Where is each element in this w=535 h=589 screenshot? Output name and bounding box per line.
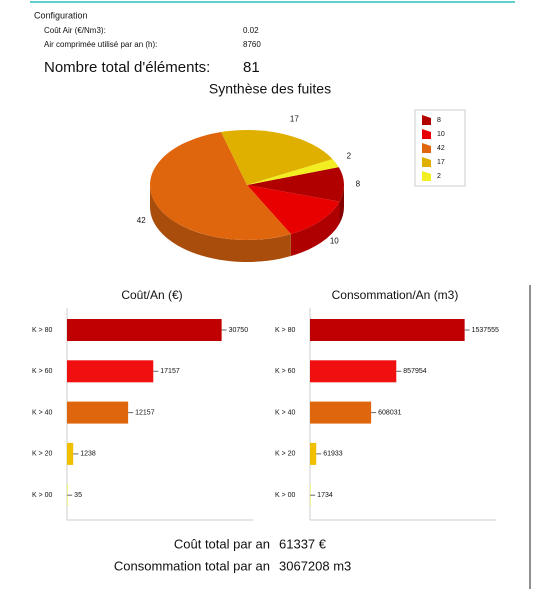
sum-label: Coût total par an bbox=[174, 536, 270, 551]
pie-label: 2 bbox=[347, 152, 352, 161]
value-label: 1734 bbox=[317, 492, 333, 499]
value-label: 61933 bbox=[323, 451, 343, 458]
category-label: K > 20 bbox=[32, 451, 53, 458]
legend-swatch bbox=[422, 143, 431, 153]
legend-label: 8 bbox=[437, 117, 441, 124]
value-label: 35 bbox=[74, 492, 82, 499]
total-value: 81 bbox=[243, 59, 260, 76]
category-label: K > 20 bbox=[275, 451, 296, 458]
value-label: 17157 bbox=[160, 368, 180, 375]
sum-value: 61337 € bbox=[279, 536, 327, 551]
category-label: K > 60 bbox=[32, 368, 53, 375]
chart-title: Consommation/An (m3) bbox=[332, 288, 459, 302]
bar bbox=[310, 360, 397, 383]
sum-value: 3067208 m3 bbox=[279, 558, 351, 573]
category-label: K > 40 bbox=[275, 409, 296, 416]
pie-slice bbox=[221, 130, 333, 185]
config-title: Configuration bbox=[34, 10, 88, 20]
bar bbox=[67, 319, 222, 341]
bar bbox=[310, 319, 465, 341]
bar bbox=[67, 360, 154, 383]
value-label: 608031 bbox=[378, 409, 401, 416]
bar bbox=[67, 442, 74, 465]
category-label: K > 80 bbox=[275, 327, 296, 334]
config-value: 0.02 bbox=[243, 26, 259, 35]
bar bbox=[310, 442, 317, 465]
legend-swatch bbox=[422, 171, 431, 181]
pie-slice bbox=[149, 131, 291, 241]
category-label: K > 60 bbox=[275, 368, 296, 375]
value-label: 1537555 bbox=[472, 327, 499, 334]
config-label: Air comprimée utilisé par an (h): bbox=[44, 40, 157, 49]
value-label: 1238 bbox=[80, 451, 96, 458]
config-value: 8760 bbox=[243, 40, 261, 49]
bar bbox=[310, 401, 372, 424]
legend-swatch bbox=[422, 129, 431, 139]
legend-label: 17 bbox=[437, 159, 445, 166]
legend-swatch bbox=[422, 115, 431, 125]
category-label: K > 00 bbox=[275, 492, 296, 499]
pie-side bbox=[290, 201, 340, 257]
category-label: K > 80 bbox=[32, 327, 53, 334]
legend-label: 2 bbox=[437, 173, 441, 180]
bar bbox=[67, 401, 129, 424]
pie-label: 42 bbox=[137, 216, 146, 225]
pie-slice bbox=[247, 159, 339, 185]
value-label: 30750 bbox=[229, 327, 249, 334]
value-label: 857954 bbox=[403, 368, 426, 375]
sum-label: Consommation total par an bbox=[114, 558, 270, 573]
pie-label: 10 bbox=[330, 236, 339, 245]
category-label: K > 40 bbox=[32, 409, 53, 416]
pie-slice bbox=[247, 167, 344, 202]
chart-title: Coût/An (€) bbox=[121, 288, 182, 302]
legend-swatch bbox=[422, 157, 431, 167]
chart-title: Synthèse des fuites bbox=[209, 81, 331, 97]
pie-label: 17 bbox=[290, 114, 299, 123]
config-label: Coût Air (€/Nm3): bbox=[44, 26, 106, 35]
total-label: Nombre total d'éléments: bbox=[44, 59, 210, 76]
pie-side bbox=[150, 185, 291, 262]
pie-label: 8 bbox=[356, 179, 361, 188]
pie-side bbox=[339, 185, 344, 224]
legend-label: 10 bbox=[437, 131, 445, 138]
pie-slice bbox=[247, 185, 340, 235]
legend-label: 42 bbox=[437, 145, 445, 152]
value-label: 12157 bbox=[135, 409, 155, 416]
category-label: K > 00 bbox=[32, 492, 53, 499]
